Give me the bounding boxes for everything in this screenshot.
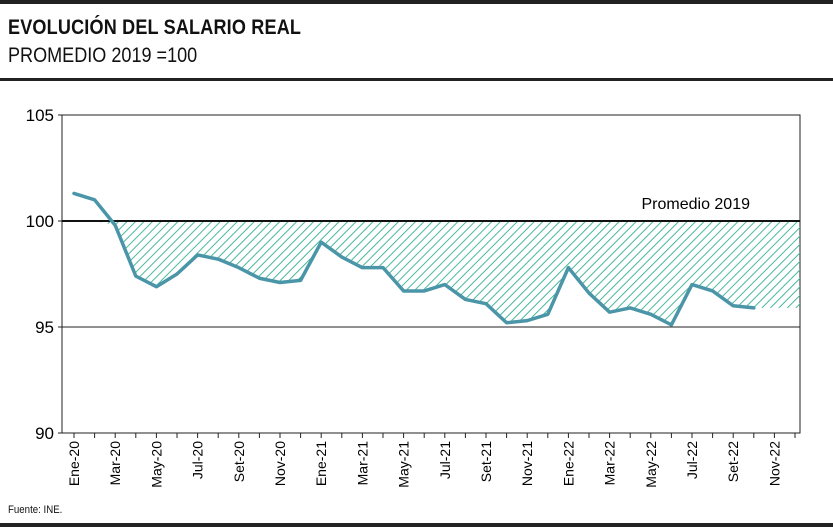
- x-tick-label: Mar-20: [107, 441, 123, 486]
- bottom-rule: [0, 523, 833, 527]
- series-line-salario-real: [72, 191, 756, 327]
- y-tick-label: 95: [35, 318, 54, 337]
- x-tick-label: Nov-21: [519, 441, 535, 486]
- x-tick-label: May-21: [396, 441, 412, 488]
- x-tick-label: Jul-21: [437, 441, 453, 479]
- x-tick-label: Ene-21: [313, 441, 329, 486]
- y-tick-label: 105: [26, 106, 54, 125]
- x-tick-label: Set-20: [231, 441, 247, 482]
- x-tick-label: Jul-22: [684, 441, 700, 479]
- x-tick-label: Ene-22: [560, 441, 576, 486]
- x-tick-label: Nov-20: [272, 441, 288, 486]
- x-tick-label: May-20: [148, 441, 164, 488]
- y-tick-label: 100: [26, 212, 54, 231]
- x-tick-label: Ene-20: [66, 441, 82, 486]
- header-rule: [0, 78, 833, 81]
- x-tick-label: Set-21: [478, 441, 494, 482]
- chart-subtitle: PROMEDIO 2019 =100: [8, 44, 198, 67]
- top-rule: [0, 0, 833, 4]
- below-average-hatched-area: [62, 221, 800, 325]
- reference-line-label: Promedio 2019: [641, 196, 750, 213]
- y-tick-label: 90: [35, 424, 54, 443]
- x-tick-label: May-22: [643, 441, 659, 488]
- x-tick-label: Nov-22: [766, 441, 782, 486]
- salary-chart: Promedio 2019 90 95 100 105 Ene-20 Mar-20 May…: [26, 106, 801, 488]
- chart-title: EVOLUCIÓN DEL SALARIO REAL: [8, 16, 302, 39]
- x-tick-label: Set-22: [725, 441, 741, 482]
- x-tick-label: Mar-22: [602, 441, 618, 486]
- x-tick-label: Mar-21: [354, 441, 370, 486]
- source-note: Fuente: INE.: [8, 504, 63, 516]
- x-tick-label: Jul-20: [190, 441, 206, 479]
